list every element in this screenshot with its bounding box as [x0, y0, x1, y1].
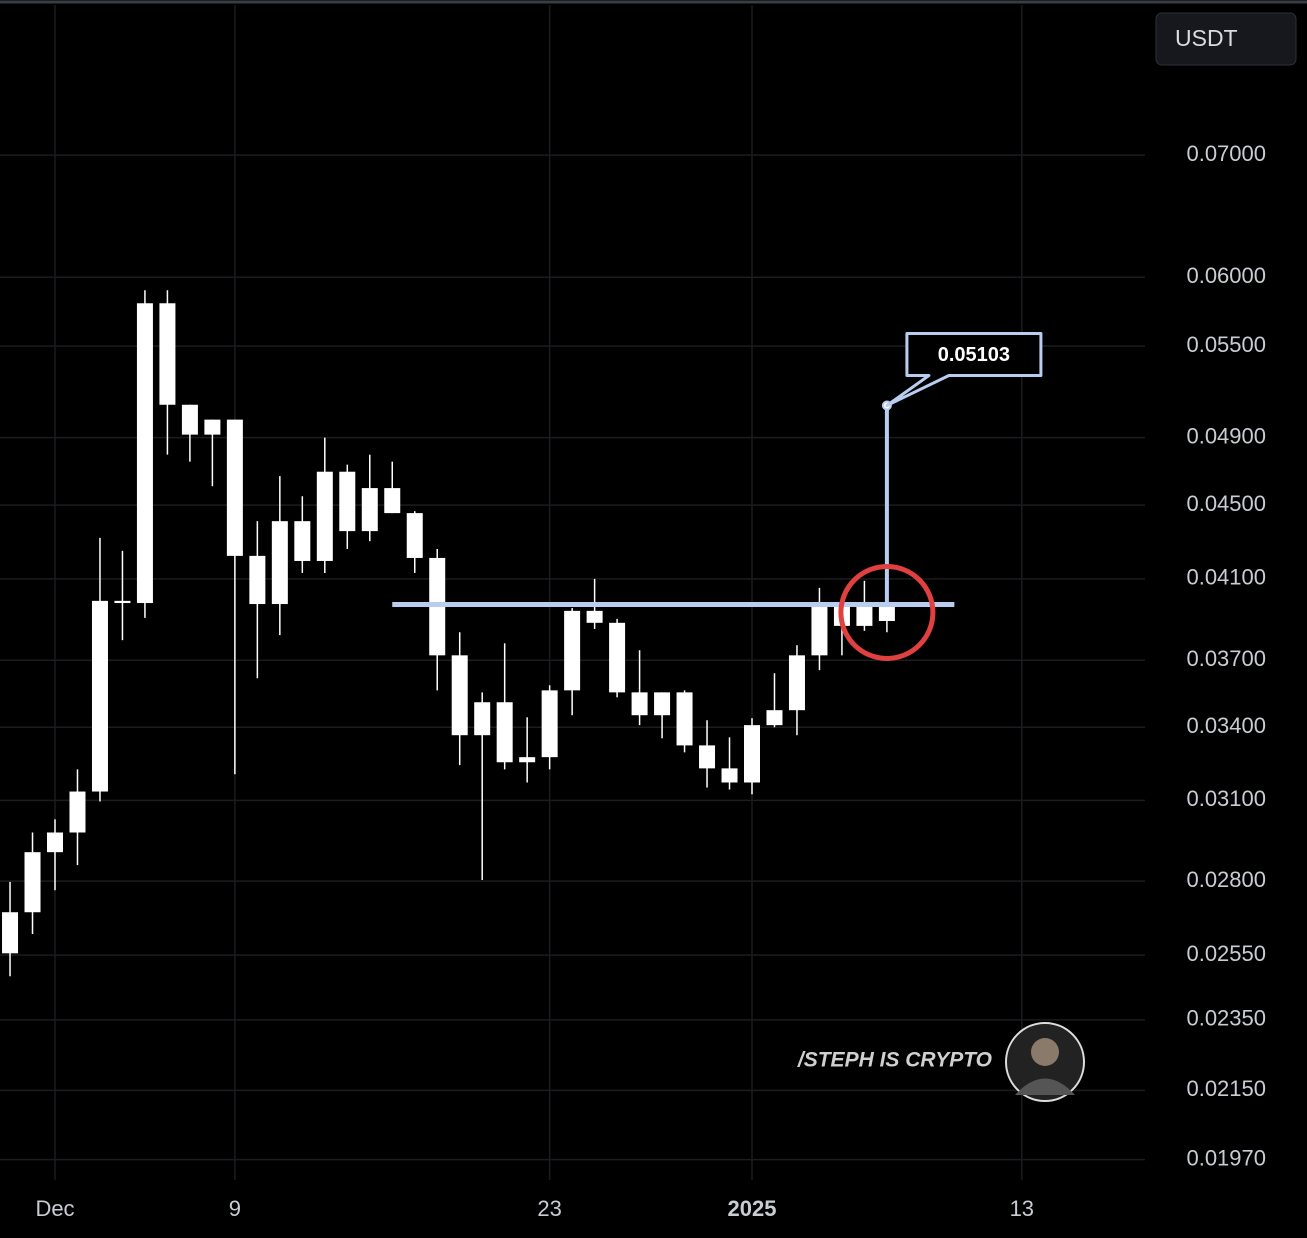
- target-callout: [885, 332, 1043, 408]
- candle-body: [564, 610, 581, 691]
- y-tick-label: 0.04900: [1186, 423, 1266, 448]
- currency-button[interactable]: [1155, 12, 1297, 66]
- highlight-circle: [838, 563, 936, 661]
- candle-body: [878, 605, 895, 621]
- y-tick-label: 0.03700: [1186, 646, 1266, 671]
- candle-body: [699, 745, 716, 769]
- candle-body: [249, 555, 266, 605]
- currency-label: USDT: [1175, 25, 1238, 51]
- candle-body: [181, 404, 198, 435]
- candle-body: [631, 692, 648, 716]
- y-tick-label: 0.04500: [1186, 491, 1266, 516]
- candle-body: [609, 622, 626, 693]
- candle-body: [226, 419, 243, 556]
- watermark: /STEPH IS CRYPTO: [797, 1049, 992, 1072]
- candle-body: [69, 791, 86, 833]
- candle-body: [811, 605, 828, 656]
- candle-body: [91, 600, 108, 792]
- candle-body: [744, 725, 760, 783]
- candle-body: [294, 521, 311, 561]
- candle-body: [47, 832, 63, 853]
- x-tick-label: Dec: [35, 1196, 74, 1221]
- y-tick-label: 0.06000: [1186, 263, 1266, 288]
- target-label: 0.05103: [938, 344, 1010, 366]
- candle-body: [339, 471, 356, 532]
- annotations: 0.05103: [392, 332, 1043, 661]
- candle-body: [361, 488, 378, 532]
- y-tick-label: 0.02800: [1186, 867, 1266, 892]
- candle-body: [114, 600, 131, 604]
- y-tick-label: 0.02550: [1186, 941, 1266, 966]
- avatar-body: [1015, 1078, 1075, 1095]
- candle-body: [159, 303, 176, 405]
- y-tick-label: 0.01970: [1186, 1145, 1266, 1170]
- candle-body: [451, 655, 468, 736]
- candle-body: [676, 692, 693, 746]
- y-tick-label: 0.07000: [1186, 141, 1266, 166]
- x-tick-label: 13: [1010, 1196, 1034, 1221]
- candle-body: [474, 702, 491, 736]
- grid: [0, 5, 1145, 1180]
- y-tick-label: 0.04100: [1186, 565, 1266, 590]
- candle-body: [406, 513, 423, 558]
- x-tick-label: 2025: [728, 1196, 777, 1221]
- candle-body: [204, 419, 221, 435]
- candle-body: [136, 303, 153, 604]
- y-tick-label: 0.05500: [1186, 332, 1266, 357]
- candle-body: [586, 610, 603, 623]
- candle-body: [541, 690, 558, 758]
- candle-body: [496, 702, 513, 763]
- candle-body: [519, 757, 536, 763]
- candle-body: [721, 768, 738, 783]
- candle-body: [2, 912, 19, 954]
- candle-body: [384, 488, 401, 514]
- y-tick-label: 0.02150: [1186, 1076, 1266, 1101]
- candle-body: [856, 605, 873, 626]
- x-tick-label: 23: [537, 1196, 561, 1221]
- candle-body: [788, 655, 805, 711]
- avatar-face: [1031, 1038, 1059, 1066]
- x-tick-label: 9: [229, 1196, 241, 1221]
- candle-body: [24, 852, 41, 913]
- candle-body: [316, 471, 333, 561]
- candle-body: [654, 692, 671, 716]
- candle-body: [271, 521, 288, 605]
- y-tick-label: 0.03100: [1186, 786, 1266, 811]
- candle-body: [766, 710, 783, 726]
- y-tick-label: 0.02350: [1186, 1006, 1266, 1031]
- y-tick-label: 0.03400: [1186, 713, 1266, 738]
